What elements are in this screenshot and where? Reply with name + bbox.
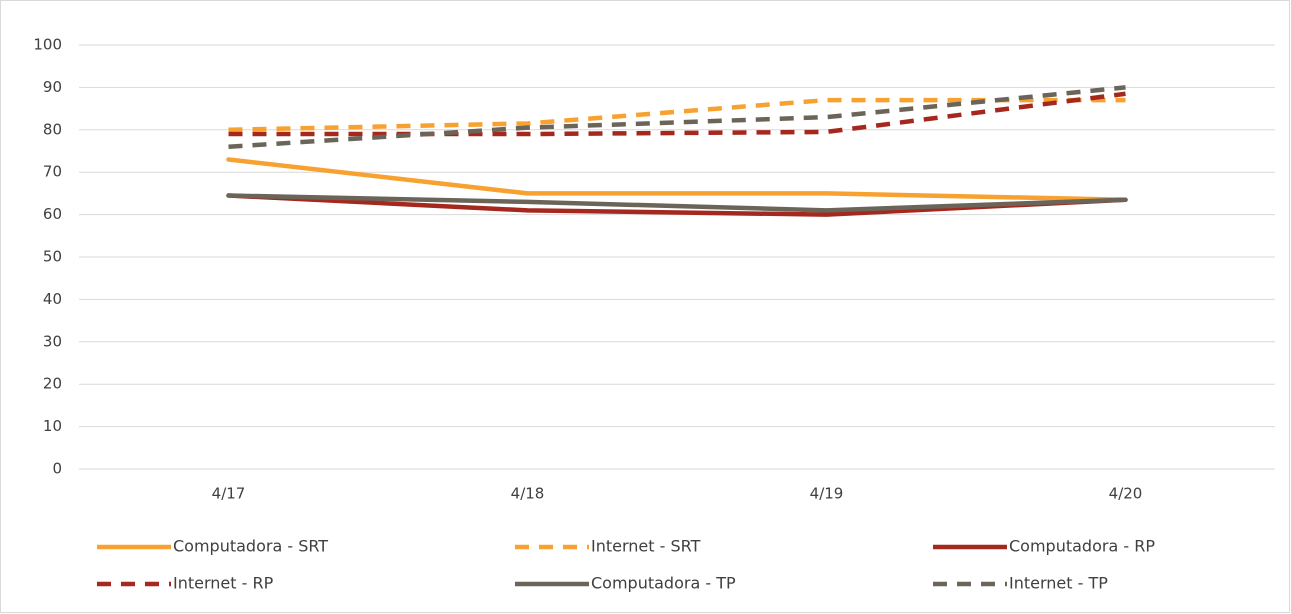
y-tick-label: 80	[43, 120, 62, 138]
y-tick-label: 20	[43, 375, 62, 393]
legend-label: Computadora - SRT	[173, 537, 328, 556]
series-line	[228, 85, 1126, 150]
y-tick-label: 100	[33, 36, 62, 54]
y-tick-label: 60	[43, 205, 62, 223]
y-tick-label: 0	[52, 460, 62, 478]
legend-label: Internet - RP	[173, 574, 274, 593]
series-line	[226, 157, 1128, 203]
legend-label: Internet - TP	[1009, 574, 1108, 593]
legend-label: Internet - SRT	[591, 537, 701, 556]
legend-label: Computadora - TP	[591, 574, 736, 593]
series-line	[226, 193, 1128, 213]
y-tick-label: 70	[43, 163, 62, 181]
y-tick-label: 50	[43, 248, 62, 266]
x-tick-label: 4/19	[810, 485, 844, 503]
legend-label: Computadora - RP	[1009, 537, 1155, 556]
x-tick-label: 4/18	[511, 485, 545, 503]
series-line	[228, 91, 1126, 137]
y-tick-label: 30	[43, 332, 62, 350]
y-tick-label: 90	[43, 78, 62, 96]
x-tick-label: 4/20	[1109, 485, 1143, 503]
y-tick-label: 10	[43, 417, 62, 435]
y-tick-label: 40	[43, 290, 62, 308]
x-tick-label: 4/17	[212, 485, 246, 503]
